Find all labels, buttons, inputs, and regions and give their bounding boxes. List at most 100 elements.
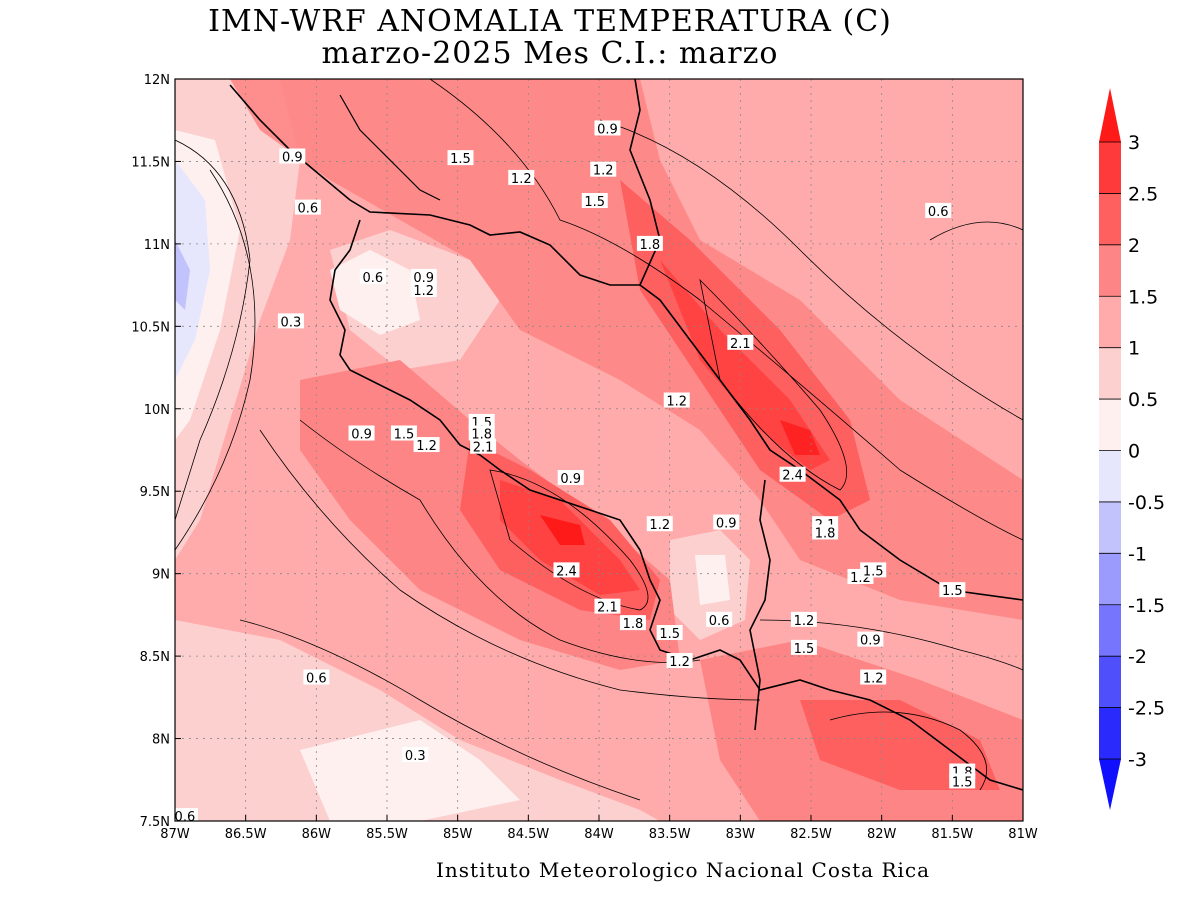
contour-label: 0.9 bbox=[560, 472, 581, 487]
colorbar-arrow-bottom bbox=[1099, 759, 1121, 810]
colorbar-segment bbox=[1099, 450, 1121, 503]
field-south-min bbox=[300, 720, 520, 821]
contour-label-bg bbox=[447, 150, 474, 166]
chart-title: IMN-WRF ANOMALIA TEMPERATURA (C) bbox=[208, 4, 892, 39]
contour-label: 0.9 bbox=[597, 122, 618, 137]
contour-label-bg bbox=[390, 425, 417, 441]
lat-tick-label: 12N bbox=[144, 73, 170, 88]
contour-label-bg bbox=[949, 773, 976, 789]
contour-label-bg bbox=[413, 437, 440, 453]
contour-label-bg bbox=[470, 438, 497, 454]
contour-label: 2.1 bbox=[597, 601, 618, 616]
contour-label-bg bbox=[636, 235, 663, 251]
contour-label: 1.2 bbox=[593, 164, 614, 179]
contour-label-bg bbox=[294, 199, 321, 215]
contour-line bbox=[239, 619, 641, 801]
contour-label-bg bbox=[646, 516, 673, 532]
colorbar: 3 2.5 2 1.5 1 0.5 0 -0.5 -1 -1.5 -2 -2.5 -3 bbox=[1099, 88, 1165, 810]
contour-label: 1.2 bbox=[669, 655, 690, 670]
lat-tick-label: 8N bbox=[152, 733, 170, 748]
contour-label-bg bbox=[303, 669, 330, 685]
contour-label-bg bbox=[410, 268, 437, 284]
contour-label: 1.2 bbox=[794, 614, 815, 629]
contour-label-bg bbox=[812, 524, 839, 540]
field-panama-min bbox=[695, 555, 730, 605]
colorbar-label: -2 bbox=[1128, 646, 1147, 668]
field-south-low bbox=[175, 620, 660, 821]
lon-tick-label: 82W bbox=[867, 827, 897, 842]
field-caribbean-max bbox=[780, 420, 820, 455]
lon-tick-label: 85.5W bbox=[366, 827, 408, 842]
colorbar-segment bbox=[1099, 244, 1121, 297]
contour-line bbox=[829, 711, 988, 791]
contour-label-bg bbox=[790, 611, 817, 627]
lat-tick-label: 9.5N bbox=[140, 485, 170, 500]
contour-label-bg bbox=[860, 669, 887, 685]
colorbar-segment bbox=[1099, 707, 1121, 760]
colorbar-label: 2.5 bbox=[1128, 183, 1158, 205]
longitude-axis: 87W 86.5W 86W 85.5W 85W 84.5W 84W 83.5W 83W 82.5W… bbox=[160, 815, 1038, 842]
contour-label: 0.9 bbox=[351, 428, 372, 443]
contour-line bbox=[599, 119, 1023, 421]
contour-line bbox=[299, 419, 701, 663]
gridlines bbox=[175, 79, 1023, 821]
lon-tick-label: 84.5W bbox=[507, 827, 549, 842]
panama-border bbox=[749, 479, 771, 731]
colorbar-segment bbox=[1099, 142, 1121, 194]
colorbar-label: -1.5 bbox=[1128, 595, 1165, 617]
contour-label-bg bbox=[402, 747, 429, 763]
colorbar-label: -1 bbox=[1128, 543, 1147, 565]
colorbar-label: 2 bbox=[1128, 235, 1140, 257]
contour-label-bg bbox=[727, 334, 754, 350]
lon-tick-label: 81.5W bbox=[931, 827, 973, 842]
contour-line bbox=[929, 221, 1023, 241]
contour-label-bg bbox=[594, 598, 621, 614]
contour-label: 1.5 bbox=[942, 584, 963, 599]
contour-label: 1.2 bbox=[416, 439, 437, 454]
contour-label: 1.5 bbox=[794, 642, 815, 657]
contour-label: 1.5 bbox=[659, 627, 680, 642]
contour-label: 1.5 bbox=[952, 775, 973, 790]
lat-tick-label: 10N bbox=[144, 403, 170, 418]
contour-label: 0.6 bbox=[306, 672, 327, 687]
coastlines bbox=[229, 79, 1023, 791]
field-west-negative-core bbox=[175, 240, 190, 310]
lon-tick-label: 83W bbox=[726, 827, 756, 842]
lat-tick-label: 10.5N bbox=[131, 320, 170, 335]
contour-label-bg bbox=[860, 562, 887, 578]
contour-label-bg bbox=[359, 268, 386, 284]
lake-shore bbox=[339, 94, 441, 201]
contour-label-bg bbox=[790, 639, 817, 655]
nicaragua-border bbox=[229, 79, 661, 286]
lon-tick-label: 84W bbox=[584, 827, 614, 842]
colorbar-label: -2.5 bbox=[1128, 698, 1165, 720]
contour-label: 0.3 bbox=[405, 749, 426, 764]
contour-label-bg bbox=[277, 313, 304, 329]
contour-label-bg bbox=[553, 562, 580, 578]
contour-label: 1.5 bbox=[863, 564, 884, 579]
contour-label: 2.1 bbox=[473, 441, 494, 456]
contour-label-bg bbox=[468, 413, 495, 429]
contour-line bbox=[699, 278, 847, 491]
contour-labels: 0.90.61.51.20.91.21.50.61.80.6 0.91.20.32… bbox=[175, 120, 976, 821]
contour-label-bg bbox=[779, 466, 806, 482]
contour-label: 0.6 bbox=[928, 205, 949, 220]
contour-label-bg bbox=[713, 514, 740, 530]
contour-label: 0.3 bbox=[281, 315, 302, 330]
contour-label: 0.9 bbox=[716, 517, 737, 532]
contour-label-bg bbox=[581, 193, 608, 209]
colorbar-segment bbox=[1099, 656, 1121, 709]
lon-tick-label: 86W bbox=[302, 827, 332, 842]
contour-label: 2.1 bbox=[730, 337, 751, 352]
field-nicoya-min bbox=[330, 250, 420, 335]
contour-label-bg bbox=[410, 282, 437, 298]
colorbar-label: 1 bbox=[1128, 338, 1140, 360]
colorbar-segment bbox=[1099, 501, 1121, 554]
colorbar-segment bbox=[1099, 296, 1121, 349]
contour-label: 0.9 bbox=[282, 150, 303, 165]
colorbar-label: -3 bbox=[1128, 749, 1147, 771]
contour-label: 1.5 bbox=[394, 428, 415, 443]
contour-label-bg bbox=[857, 631, 884, 647]
lat-tick-label: 11.5N bbox=[131, 155, 170, 170]
